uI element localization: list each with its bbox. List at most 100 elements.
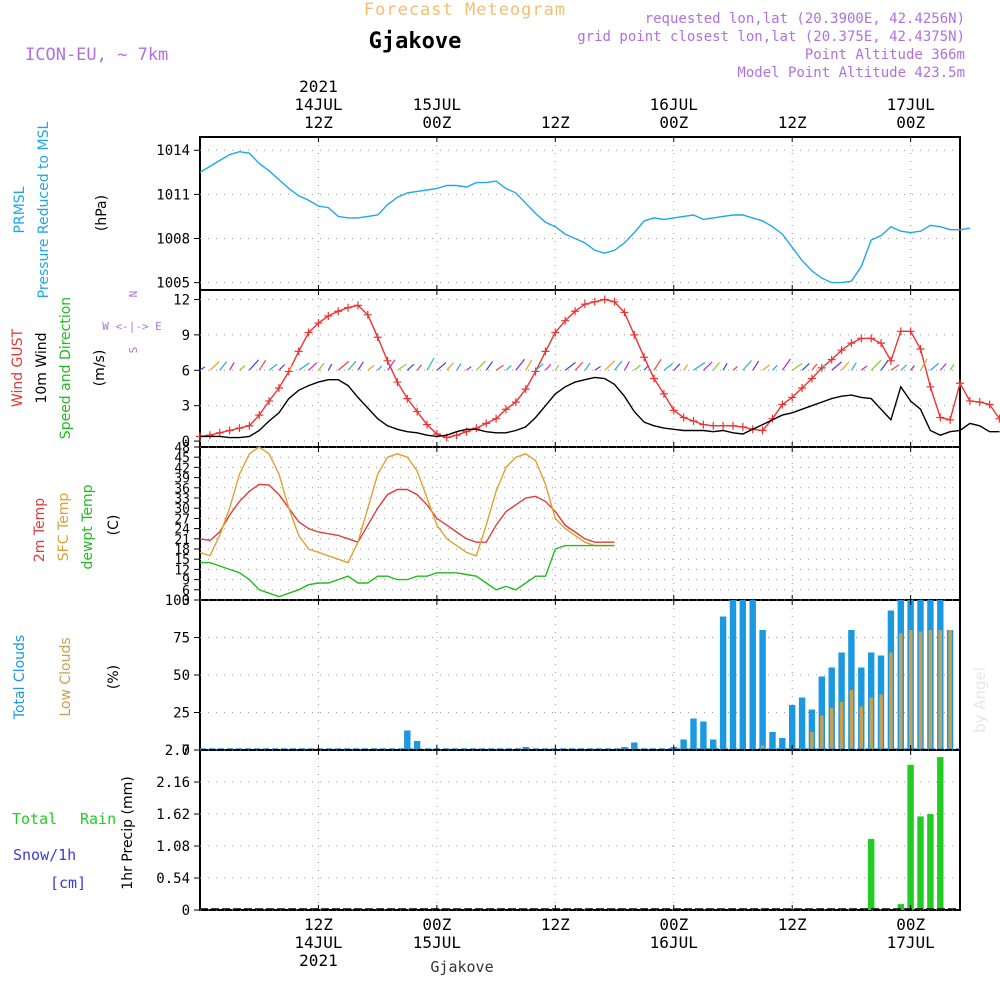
watermark: by Angel (971, 667, 989, 733)
y-tick-label: 45 (174, 451, 190, 466)
gust-marker (472, 424, 481, 433)
wind-direction-arrow (317, 362, 325, 371)
wind-direction-arrow (841, 361, 850, 371)
snow-label: Snow/1h (13, 846, 76, 864)
bar-low-clouds (820, 715, 824, 750)
bar-low-clouds (918, 631, 923, 750)
gust-marker (975, 398, 984, 407)
gust-marker (847, 339, 856, 348)
y-tick-label: 25 (173, 706, 190, 722)
wind-direction-arrow (772, 364, 778, 371)
bar-low-clouds (879, 694, 883, 750)
wind-direction-arrow (712, 362, 720, 371)
gust-marker (689, 417, 698, 426)
gust-marker (245, 421, 254, 430)
snow-unit-label: [cm] (50, 874, 86, 892)
wind-direction-arrow (623, 361, 630, 371)
bottom-time-label: 00Z (659, 915, 688, 934)
y-tick-label: 21 (174, 533, 190, 548)
series-line-10m-wind (200, 376, 1000, 439)
wind-direction-arrow (584, 362, 591, 371)
wind-direction-arrow (377, 365, 383, 371)
wind-direction-arrow (347, 360, 357, 371)
temp-dewpt-label: dewpt Temp (80, 484, 96, 569)
bar-low-clouds (889, 652, 893, 750)
wind-direction-arrow (860, 365, 868, 371)
gust-marker (906, 327, 915, 336)
wind-direction-arrow (831, 361, 843, 371)
y-tick-label: 3 (182, 399, 190, 415)
y-tick-label: 12 (173, 292, 190, 308)
info-line-point-altitude: Point Altitude 366m (805, 47, 965, 63)
y-tick-label: 1011 (156, 187, 190, 203)
bar-total-clouds (413, 741, 421, 750)
wind-direction-arrow (949, 364, 955, 371)
wind-direction-arrow (446, 362, 454, 371)
wind-gust-label: Wind GUST (10, 328, 26, 407)
wind-direction-arrow (604, 360, 616, 371)
wind-direction-arrow (288, 365, 293, 371)
model-label: ICON-EU, ~ 7km (25, 45, 168, 65)
gust-marker (630, 330, 639, 339)
y-tick-label: 6 (182, 363, 190, 379)
precip-panel: 0 0.54 1.08 1.62 2.16 2.7 (156, 743, 961, 919)
bar-low-clouds (859, 706, 863, 750)
gust-marker (995, 414, 1000, 423)
gust-marker (334, 307, 343, 316)
y-tick-label: 75 (173, 631, 190, 647)
wind-direction-arrow (535, 363, 544, 371)
gust-marker (640, 353, 649, 362)
bar-total-clouds (710, 739, 717, 750)
wind-direction-arrow (801, 363, 810, 371)
gust-marker (294, 347, 303, 356)
top-time-label: 12Z (304, 113, 333, 132)
bar-low-clouds (908, 630, 913, 750)
wind-direction-arrow (791, 362, 803, 371)
wind-direction-arrow (268, 363, 278, 371)
wind-direction-arrow (327, 363, 333, 371)
y-tick-label: 6 (182, 584, 190, 599)
gust-marker (561, 316, 570, 325)
top-time-label: 15JUL (413, 95, 461, 114)
top-time-label: 14JUL (294, 95, 342, 114)
series-line-wind-gust (199, 298, 1000, 439)
gust-marker (353, 301, 362, 310)
gust-marker (650, 374, 659, 383)
total-rain-label-total: Total (12, 810, 57, 828)
top-time-label: 2021 (299, 77, 338, 96)
wind-compass: N S W <-|-> E (102, 291, 162, 354)
gust-marker (985, 400, 994, 409)
y-tick-label: 24 (174, 523, 190, 538)
info-line-requested: requested lon,lat (20.3900E, 42.4256N) (645, 11, 965, 27)
gust-marker (788, 393, 797, 402)
wind-direction-arrow (495, 364, 504, 371)
wind-direction-arrow (643, 365, 649, 371)
wind-direction-arrow (821, 364, 826, 371)
y-tick-label: 36 (174, 482, 190, 497)
bar-total-clouds (631, 742, 638, 750)
gust-marker (255, 411, 264, 420)
bottom-time-label: 12Z (541, 915, 570, 934)
wind-direction-arrow (426, 357, 435, 371)
gust-marker (610, 297, 619, 306)
gust-marker (511, 398, 520, 407)
bar-total-clouds (779, 738, 786, 750)
wind-direction-arrow (564, 361, 576, 371)
gust-marker (274, 383, 283, 392)
bar-total-rain (927, 814, 934, 910)
gust-marker (798, 383, 807, 392)
wind-direction-arrow (406, 363, 415, 371)
bar-total-clouds (838, 652, 845, 750)
bar-total-clouds (690, 718, 697, 750)
gust-marker (877, 339, 886, 348)
temp-sfc-label: SFC Temp (56, 493, 72, 562)
y-tick-label: 100 (165, 593, 190, 609)
gust-marker (926, 382, 935, 391)
chart-title: Forecast Meteogram (364, 0, 566, 20)
series-line-sfc-temp (199, 446, 615, 564)
panel-frame (199, 446, 961, 601)
gust-marker (373, 333, 382, 342)
bar-low-clouds (928, 630, 933, 750)
total-clouds-label: Total Clouds (12, 635, 28, 720)
